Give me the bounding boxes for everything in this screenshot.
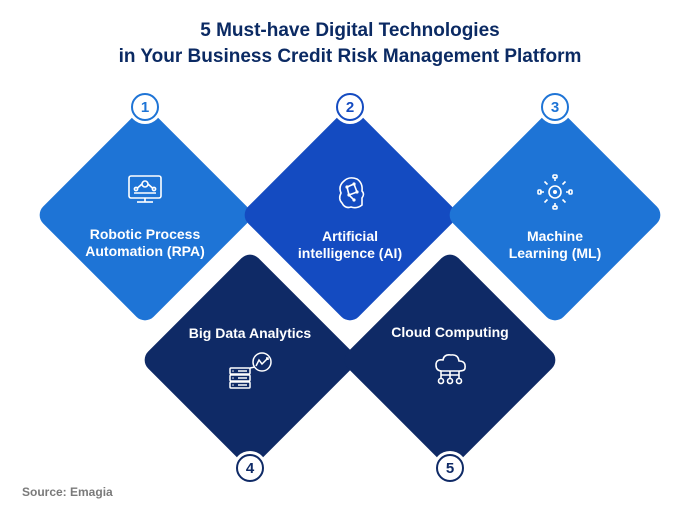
badge-number: 4: [246, 460, 254, 477]
bigdata-icon: [226, 350, 274, 395]
badge-number: 3: [551, 99, 559, 116]
ai-icon: [327, 169, 373, 220]
source-credit: Source: Emagia: [22, 485, 113, 499]
badge-3: 3: [538, 90, 572, 124]
node-bigdata: Big Data Analytics: [140, 250, 361, 471]
node-label: Robotic Process Automation (RPA): [77, 226, 213, 260]
node-cloud: Cloud Computing: [340, 250, 561, 471]
badge-2: 2: [333, 90, 367, 124]
badge-5: 5: [433, 451, 467, 485]
badge-number: 1: [141, 99, 149, 116]
badge-1: 1: [128, 90, 162, 124]
node-label: Cloud Computing: [383, 324, 516, 341]
node-label: Big Data Analytics: [181, 325, 319, 342]
badge-number: 2: [346, 99, 354, 116]
page-title: 5 Must-have Digital Technologiesin Your …: [0, 18, 700, 69]
cloud-icon: [426, 349, 474, 396]
rpa-icon: [122, 171, 168, 218]
infographic-canvas: 5 Must-have Digital Technologiesin Your …: [0, 0, 700, 515]
badge-4: 4: [233, 451, 267, 485]
badge-number: 5: [446, 460, 454, 477]
node-label: Machine Learning (ML): [501, 228, 610, 262]
node-label: Artificial intelligence (AI): [290, 228, 410, 262]
ml-icon: [532, 169, 578, 220]
